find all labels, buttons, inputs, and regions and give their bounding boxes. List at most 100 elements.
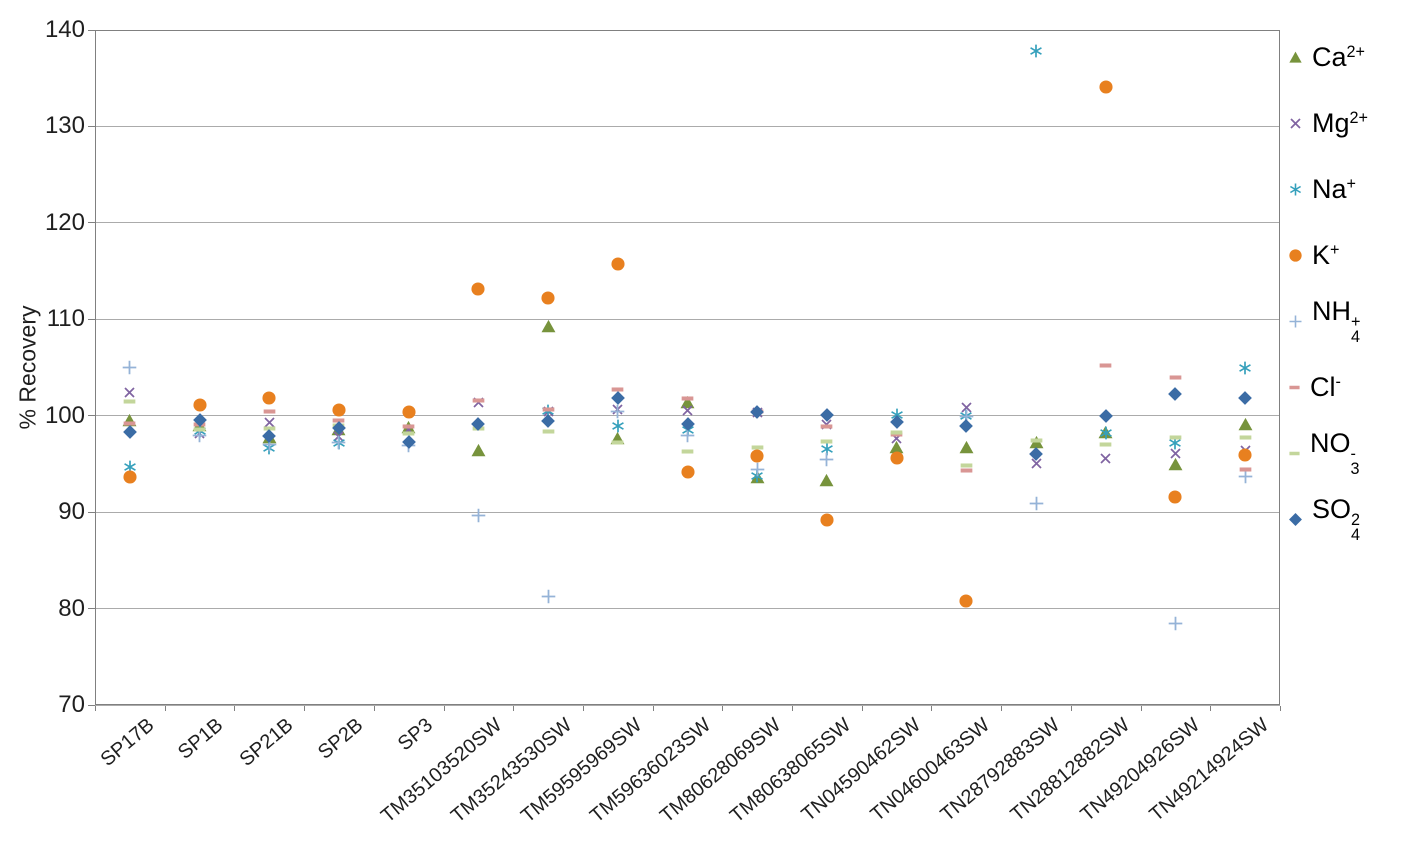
data-point-mg	[262, 415, 277, 430]
data-point-so4	[889, 414, 905, 430]
gridline	[95, 125, 1280, 127]
x-axis-category-label: SP21B	[235, 714, 298, 771]
data-point-mg	[122, 385, 137, 400]
data-point-cl	[1168, 370, 1183, 385]
data-point-na	[610, 418, 626, 434]
data-point-k	[958, 593, 974, 609]
data-point-so4	[261, 428, 277, 444]
legend-label-k: K+	[1312, 239, 1340, 270]
x-axis-category-label: TN04590462SW	[797, 714, 925, 826]
x-axis-tick	[931, 706, 933, 711]
data-point-cl	[1098, 358, 1113, 373]
data-point-ca	[470, 442, 487, 459]
data-point-na	[1237, 360, 1253, 376]
gridline	[95, 704, 1280, 706]
plus-marker-icon	[1288, 314, 1303, 329]
data-point-ca	[540, 318, 557, 335]
x-axis-category-label: TN49204926SW	[1076, 714, 1204, 826]
data-point-cl	[959, 463, 974, 478]
data-point-k	[122, 469, 138, 485]
data-point-k	[470, 281, 486, 297]
x-axis-category-label: SP3	[393, 714, 437, 756]
data-point-no3	[889, 425, 904, 440]
x-axis-tick	[234, 706, 236, 711]
legend-label-no3: NO -3	[1310, 427, 1360, 479]
dash-marker-icon	[1288, 381, 1301, 394]
data-point-no3	[1168, 430, 1183, 445]
data-point-so4	[1167, 386, 1183, 402]
data-point-k	[261, 390, 277, 406]
data-point-no3	[750, 440, 765, 455]
x-axis-tick	[861, 706, 863, 711]
x-axis-category-label: SP17B	[96, 714, 159, 771]
data-point-ca	[818, 472, 835, 489]
x-axis-tick	[652, 706, 654, 711]
data-point-no3	[1098, 437, 1113, 452]
x-axis-tick	[792, 706, 794, 711]
legend-item-k: K+	[1288, 237, 1339, 273]
x-axis-category-label: TM80628069SW	[656, 714, 786, 828]
data-point-k	[749, 448, 765, 464]
plot-border	[95, 30, 1280, 705]
data-point-so4	[401, 434, 417, 450]
data-point-no3	[401, 426, 416, 441]
data-point-mg	[1098, 451, 1113, 466]
data-point-nh4	[330, 434, 347, 451]
data-point-ca	[1167, 456, 1184, 473]
dash-marker-icon	[1288, 447, 1301, 460]
gridline	[95, 511, 1280, 513]
data-point-no3	[680, 444, 695, 459]
x-axis-category-label: TM80638065SW	[725, 714, 856, 828]
data-point-nh4	[1028, 495, 1045, 512]
x-axis-category-label: TN49214924SW	[1145, 714, 1274, 826]
y-axis-tick	[88, 222, 95, 224]
y-axis-tick-label: 80	[58, 594, 85, 622]
x-axis-tick	[1280, 706, 1281, 711]
data-point-nh4	[470, 507, 487, 524]
data-point-cl	[471, 393, 486, 408]
y-axis-tick-label: 140	[44, 16, 85, 43]
x-axis-tick	[1210, 706, 1212, 711]
y-axis-tick	[88, 511, 95, 513]
data-point-cl	[819, 419, 834, 434]
data-point-mg	[680, 403, 695, 418]
legend-label-mg: Mg2+	[1312, 107, 1368, 138]
data-point-ca	[1237, 416, 1254, 433]
data-point-nh4	[1167, 615, 1184, 632]
asterisk-marker-icon	[1288, 182, 1303, 197]
data-point-k	[540, 290, 556, 306]
data-point-no3	[541, 424, 556, 439]
data-point-k	[680, 464, 696, 480]
data-point-nh4	[191, 427, 208, 444]
x-axis-category-label: SP1B	[174, 714, 228, 764]
data-point-k	[1167, 489, 1183, 505]
legend-label-so4: SO 2 4	[1312, 493, 1361, 545]
data-point-nh4	[679, 427, 696, 444]
x-axis-tick	[513, 706, 515, 711]
data-point-so4	[192, 412, 208, 428]
data-point-so4	[819, 407, 835, 423]
x-axis-category-label: TM59595969SW	[516, 714, 646, 828]
data-point-k	[1237, 447, 1253, 463]
y-axis-tick	[88, 318, 95, 320]
legend-label-ca: Ca2+	[1312, 41, 1365, 72]
x-axis-tick	[95, 706, 96, 711]
legend-item-ca: Ca2+	[1288, 39, 1365, 75]
data-point-so4	[1028, 446, 1044, 462]
data-point-k	[331, 402, 347, 418]
data-point-k	[819, 512, 835, 528]
data-point-cl	[610, 382, 625, 397]
data-point-so4	[1237, 390, 1253, 406]
x-axis-tick	[1070, 706, 1072, 711]
y-axis-tick	[88, 704, 95, 706]
data-point-no3	[959, 458, 974, 473]
data-point-nh4	[1237, 468, 1254, 485]
triangle-marker-icon	[1288, 50, 1303, 65]
x-axis-tick	[164, 706, 166, 711]
data-point-k	[610, 256, 626, 272]
gridline	[95, 415, 1280, 417]
data-point-mg	[1029, 456, 1044, 471]
diamond-marker-icon	[1288, 512, 1303, 527]
data-point-cl	[401, 419, 416, 434]
